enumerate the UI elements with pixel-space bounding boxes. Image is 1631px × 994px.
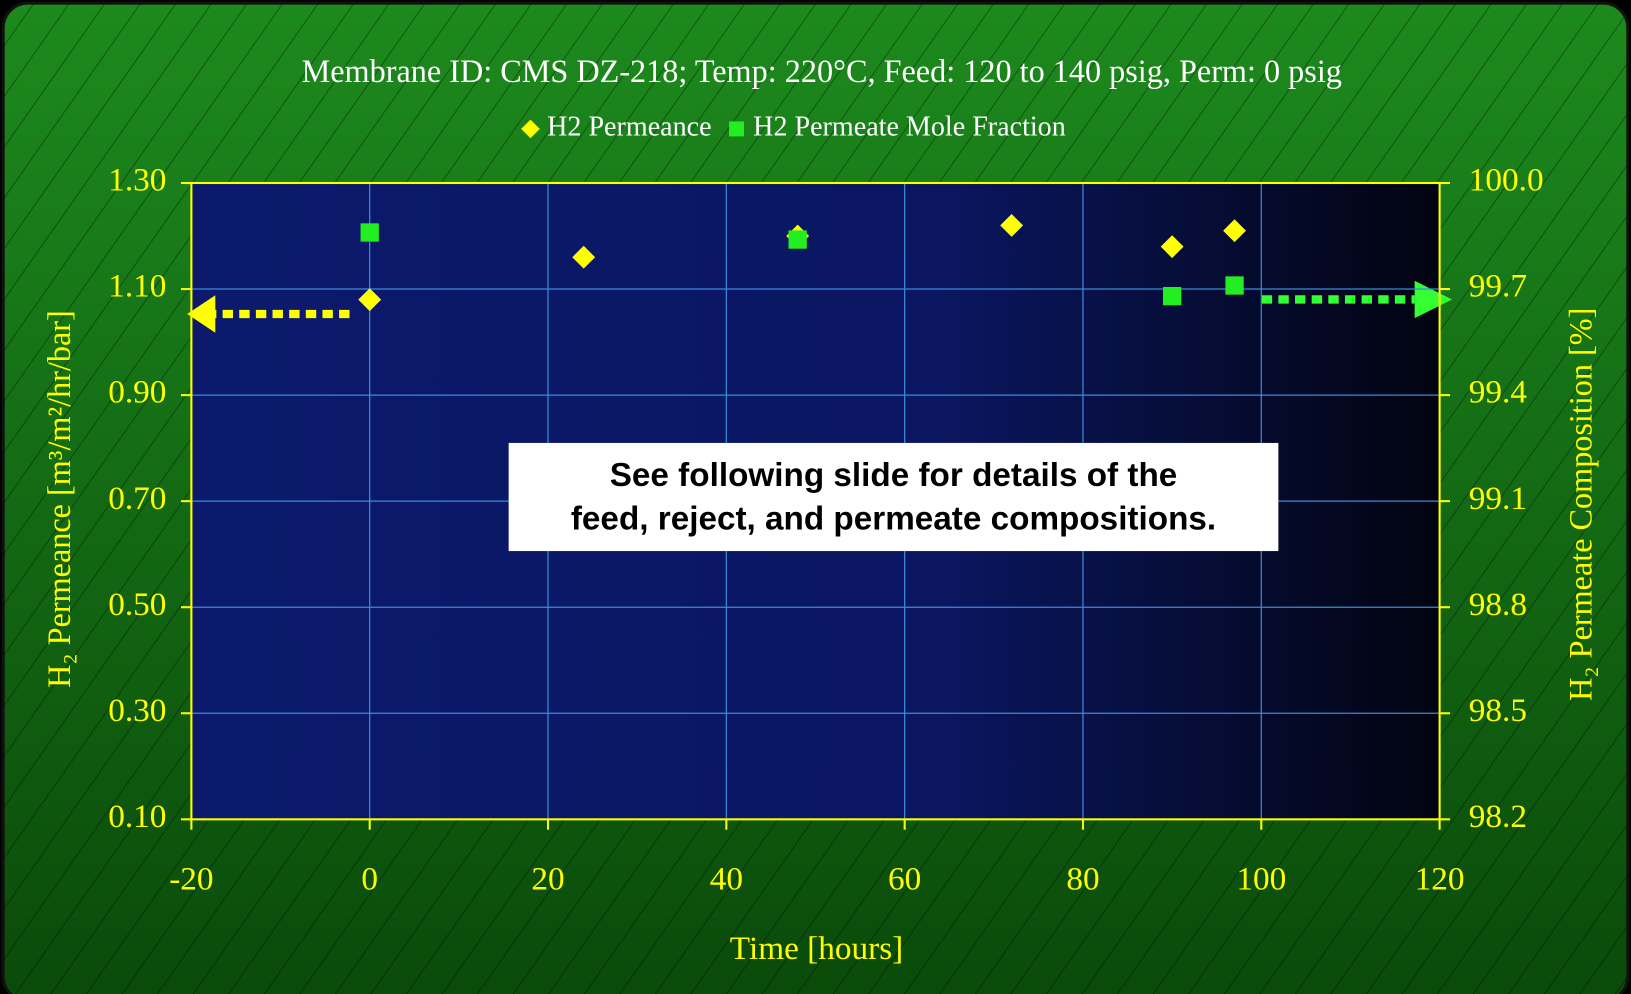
y-tick-label: 0.10	[108, 798, 166, 835]
y-tick-label: 1.30	[108, 162, 166, 199]
point	[360, 223, 379, 242]
annotation-line: See following slide for details of the	[610, 457, 1178, 494]
plot-frame	[190, 181, 1441, 821]
x-tick-label: 0	[361, 860, 378, 897]
y2-tick-label: 99.4	[1469, 374, 1528, 411]
x-tick-label: -20	[169, 860, 213, 897]
y-tick-label: 0.50	[108, 586, 166, 623]
right-arrow	[1261, 280, 1453, 319]
y2-tick-label: 98.8	[1469, 586, 1527, 623]
annotation-box	[508, 442, 1279, 552]
y2-tick-label: 98.5	[1469, 692, 1527, 729]
y2-tick-label: 99.1	[1469, 480, 1527, 517]
left-arrow	[187, 295, 350, 333]
y-axis-label: H₂ Permeance [m³/m²/hr/bar]	[41, 310, 77, 688]
legend-marker	[729, 121, 745, 137]
point	[358, 288, 382, 312]
annotation-line: feed, reject, and permeate compositions.	[571, 501, 1216, 538]
x-tick-label: 120	[1415, 860, 1465, 897]
point	[1225, 276, 1244, 295]
y-tick-label: 0.90	[108, 374, 166, 411]
x-axis-label: Time [hours]	[730, 930, 903, 967]
y2-tick-label: 99.7	[1469, 268, 1527, 305]
y-tick-label: 1.10	[108, 268, 166, 305]
point	[788, 230, 807, 249]
x-tick-label: 100	[1236, 860, 1286, 897]
legend-label: H2 Permeate Mole Fraction	[753, 111, 1066, 142]
x-tick-label: 60	[888, 860, 921, 897]
y2-tick-label: 98.2	[1469, 798, 1527, 835]
point	[1223, 219, 1246, 243]
point	[1162, 286, 1182, 306]
y-tick-label: 0.70	[108, 480, 166, 517]
y2-tick-label: 100.0	[1469, 162, 1544, 199]
x-tick-label: 40	[710, 860, 743, 897]
x-tick-label: 20	[531, 860, 564, 897]
y-tick-label: 0.30	[108, 692, 166, 729]
legend-label: H2 Permeance	[547, 111, 711, 142]
y2-axis-label: H₂ Permeate Composition [%]	[1563, 308, 1599, 701]
chart-title: Membrane ID: CMS DZ-218; Temp: 220°C, Fe…	[302, 53, 1342, 89]
x-tick-label: 80	[1066, 860, 1099, 897]
